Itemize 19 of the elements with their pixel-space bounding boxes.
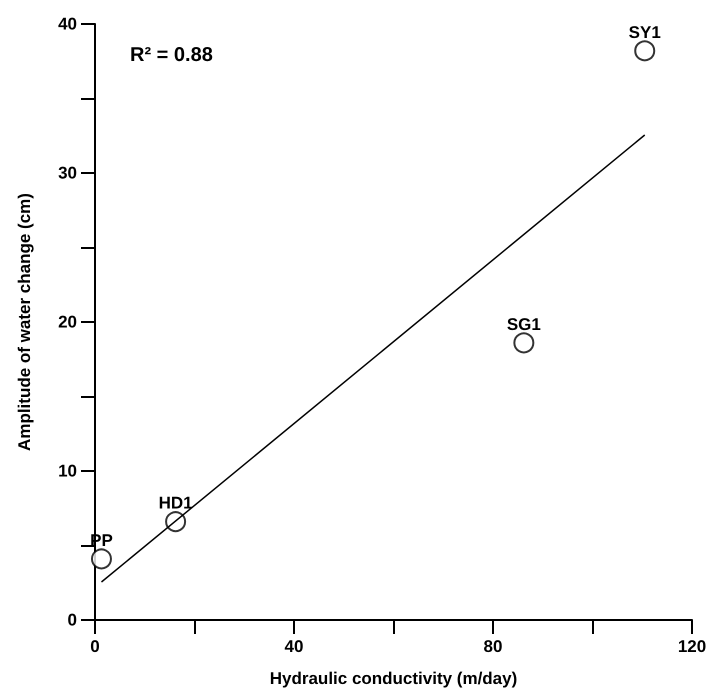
point	[165, 511, 186, 532]
y-tick-label: 10	[58, 462, 77, 480]
x-tick-label: 0	[90, 637, 100, 656]
x-tick-label: 80	[484, 637, 502, 656]
x-tick-label: 40	[284, 637, 304, 656]
y-tick-label: 40	[58, 14, 77, 34]
y-axis-title: Amplitude of water change (cm)	[15, 193, 34, 451]
y-tick-label: 30	[58, 164, 77, 182]
annotation: R² = 0.88	[130, 44, 213, 66]
point	[634, 40, 656, 62]
x-tick-label: 120	[678, 637, 706, 656]
annotation: SY1	[628, 22, 661, 42]
annotation: HD1	[158, 494, 193, 513]
x-axis-title: Hydraulic conductivity (m/day)	[270, 669, 518, 688]
y-tick-label: 20	[58, 312, 77, 332]
annotation: SG1	[506, 314, 541, 334]
point	[90, 548, 112, 570]
y-tick-label: 0	[68, 610, 77, 630]
point	[513, 332, 534, 354]
